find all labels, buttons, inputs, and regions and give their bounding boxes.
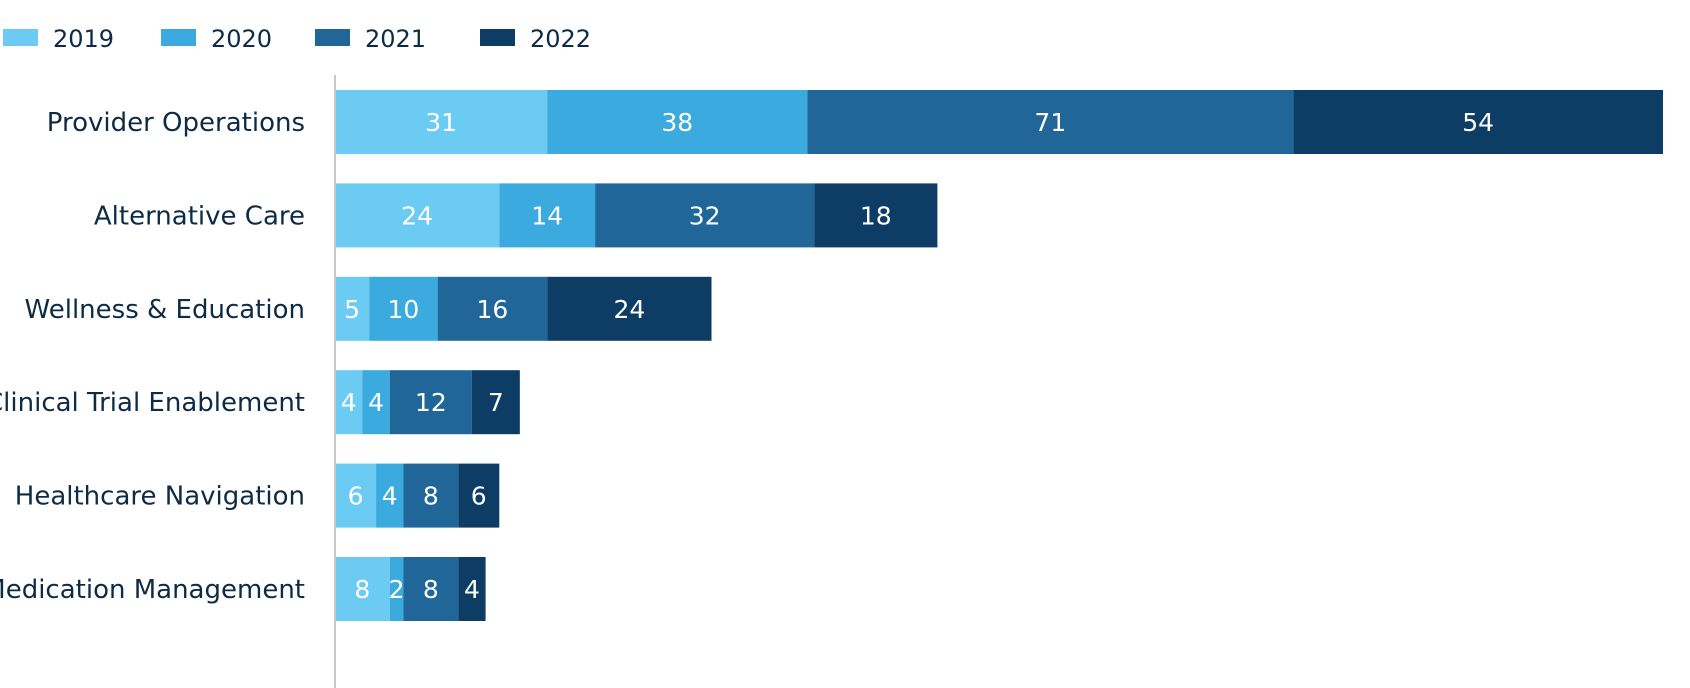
category-label-provider-operations: Provider Operations <box>47 108 305 138</box>
bar-provider-operations-2019 <box>335 90 548 154</box>
bar-healthcare-navigation-2020 <box>376 463 404 528</box>
data-label-provider-operations-2021: 71 <box>1034 108 1066 137</box>
bar-provider-operations-2020 <box>547 90 808 154</box>
bar-healthcare-navigation-2021 <box>403 463 459 528</box>
bar-wellness-and-education-2022 <box>547 276 712 341</box>
bar-healthcare-navigation-2019 <box>335 463 377 528</box>
category-label-clinical-trial-enablement: Clinical Trial Enablement <box>0 388 305 418</box>
data-label-healthcare-navigation-2020: 4 <box>382 482 398 511</box>
bar-alternative-care-2019 <box>335 183 500 248</box>
category-axis: Provider Operations Alternative Care Welln… <box>0 108 305 605</box>
legend-swatch-2022 <box>480 29 515 46</box>
bar-provider-operations-2021 <box>807 90 1294 154</box>
bar-clinical-trial-enablement-2019 <box>335 370 363 435</box>
bar-medication-management-2022 <box>458 557 486 621</box>
bar-alternative-care-2020 <box>499 183 596 248</box>
legend: 2019 2020 2021 2022 <box>3 25 591 53</box>
data-label-healthcare-navigation-2022: 6 <box>471 482 487 511</box>
data-label-wellness-and-education-2020: 10 <box>388 295 420 324</box>
legend-label-2022: 2022 <box>530 25 591 53</box>
legend-swatch-2021 <box>315 29 350 46</box>
category-label-healthcare-navigation: Healthcare Navigation <box>15 482 305 512</box>
bar-clinical-trial-enablement-2020 <box>362 370 390 435</box>
category-label-wellness-and-education: Wellness & Education <box>25 295 305 325</box>
bar-clinical-trial-enablement-2021 <box>389 370 472 435</box>
data-label-alternative-care-2022: 18 <box>860 201 892 230</box>
data-label-medication-management-2020: 2 <box>389 575 405 604</box>
data-label-clinical-trial-enablement-2019: 4 <box>341 388 357 417</box>
bar-provider-operations-2022 <box>1293 90 1663 154</box>
legend-label-2021: 2021 <box>365 25 426 53</box>
data-label-medication-management-2022: 4 <box>464 575 480 604</box>
data-label-clinical-trial-enablement-2020: 4 <box>368 388 384 417</box>
bar-medication-management-2019 <box>335 557 390 621</box>
data-label-healthcare-navigation-2019: 6 <box>348 482 364 511</box>
bar-medication-management-2021 <box>403 557 459 621</box>
legend-label-2019: 2019 <box>53 25 114 53</box>
bar-alternative-care-2022 <box>814 183 938 248</box>
category-label-medication-management: Medication Management <box>0 575 305 605</box>
bar-medication-management-2020 <box>389 557 404 621</box>
data-label-healthcare-navigation-2021: 8 <box>423 482 439 511</box>
data-label-provider-operations-2019: 31 <box>425 108 457 137</box>
data-label-medication-management-2021: 8 <box>423 575 439 604</box>
category-label-alternative-care: Alternative Care <box>94 201 305 231</box>
data-label-alternative-care-2020: 14 <box>531 201 563 230</box>
bar-wellness-and-education-2020 <box>369 276 438 341</box>
bar-clinical-trial-enablement-2022 <box>471 370 520 435</box>
data-label-wellness-and-education-2021: 16 <box>477 295 509 324</box>
legend-label-2020: 2020 <box>211 25 272 53</box>
data-label-wellness-and-education-2022: 24 <box>613 295 645 324</box>
bar-alternative-care-2021 <box>595 183 815 248</box>
data-label-wellness-and-education-2019: 5 <box>344 295 360 324</box>
data-label-clinical-trial-enablement-2022: 7 <box>488 388 504 417</box>
data-label-clinical-trial-enablement-2021: 12 <box>415 388 447 417</box>
data-label-alternative-care-2019: 24 <box>401 201 433 230</box>
bar-wellness-and-education-2021 <box>437 276 548 341</box>
legend-swatch-2019 <box>3 29 38 46</box>
data-label-provider-operations-2020: 38 <box>661 108 693 137</box>
data-label-provider-operations-2022: 54 <box>1462 108 1494 137</box>
bar-wellness-and-education-2019 <box>335 276 370 341</box>
data-label-medication-management-2019: 8 <box>354 575 370 604</box>
data-label-alternative-care-2021: 32 <box>689 201 721 230</box>
legend-swatch-2020 <box>161 29 196 46</box>
bar-healthcare-navigation-2022 <box>458 463 500 528</box>
